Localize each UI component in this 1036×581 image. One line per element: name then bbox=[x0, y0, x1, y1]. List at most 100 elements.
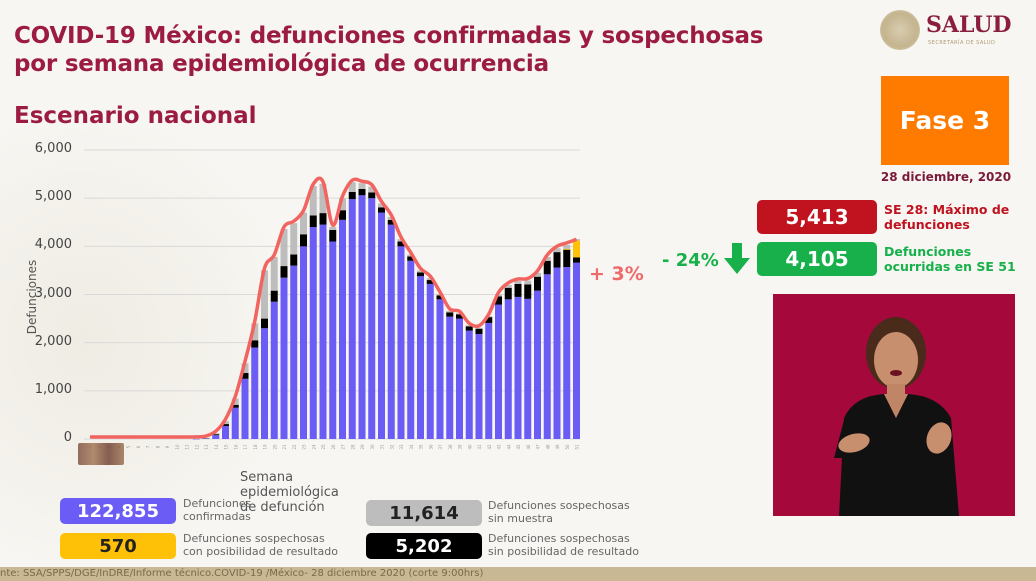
bar-segment bbox=[573, 240, 580, 258]
current-week-deaths-box: 4,105 bbox=[757, 242, 877, 276]
x-tick-label: 30 bbox=[370, 444, 375, 450]
bar-segment bbox=[290, 223, 298, 255]
bar-segment bbox=[319, 224, 327, 439]
logo-subtitle: SECRETARÍA DE SALUD bbox=[928, 40, 996, 46]
bar-segment bbox=[261, 270, 268, 319]
bar-segment bbox=[378, 203, 385, 208]
bar-segment bbox=[309, 227, 317, 439]
bar-segment bbox=[251, 323, 259, 341]
x-tick-label: 49 bbox=[555, 444, 560, 450]
x-axis-label: Semana epidemiológica de defunción bbox=[240, 470, 339, 515]
x-tick-label: 29 bbox=[360, 444, 365, 450]
x-tick-label: 17 bbox=[243, 444, 248, 450]
background-pattern bbox=[0, 120, 280, 560]
bar-segment bbox=[553, 252, 561, 268]
bar-segment bbox=[270, 256, 278, 291]
bar-segment bbox=[290, 265, 298, 439]
bar-segment bbox=[534, 272, 541, 277]
source-footer: nte: SSA/SPPS/DGE/InDRE/Informe técnico.… bbox=[0, 567, 1036, 581]
bar-segment bbox=[446, 310, 454, 313]
bar-segment bbox=[573, 262, 580, 439]
current-label-line-1: Defunciones bbox=[884, 244, 972, 259]
arrow-down-icon bbox=[724, 243, 750, 274]
percent-change-from-max: - 24% bbox=[662, 250, 719, 271]
x-tick-label: 39 bbox=[458, 444, 463, 450]
bar-segment bbox=[534, 276, 541, 291]
bar-segment bbox=[231, 407, 239, 439]
bar-segment bbox=[212, 434, 220, 436]
weekly-change-annotation: + 3% bbox=[589, 263, 644, 285]
x-tick-label: 44 bbox=[506, 444, 511, 450]
bar-segment bbox=[475, 333, 483, 439]
page-title: COVID-19 México: defunciones confirmadas… bbox=[14, 22, 763, 78]
current-label-line-2: ocurridas en SE 51 bbox=[884, 259, 1016, 274]
bar-segment bbox=[553, 248, 561, 253]
x-tick-label: 13 bbox=[204, 444, 209, 450]
x-tick-label: 15 bbox=[224, 444, 229, 450]
bar-segment bbox=[456, 313, 463, 315]
x-tick-label: 34 bbox=[409, 444, 414, 450]
x-tick-label: 19 bbox=[263, 444, 268, 450]
bar-segment bbox=[387, 224, 395, 439]
x-tick-label: 25 bbox=[321, 444, 326, 450]
x-tick-label: 7 bbox=[146, 445, 151, 448]
bar-segment bbox=[309, 215, 317, 228]
bar-segment bbox=[426, 280, 434, 284]
bar-segment bbox=[563, 244, 571, 249]
x-tick-label: 8 bbox=[155, 445, 160, 448]
y-tick-label: 6,000 bbox=[34, 141, 72, 156]
bar-segment bbox=[241, 378, 249, 439]
bar-segment bbox=[251, 340, 259, 348]
bar-segment bbox=[563, 249, 571, 268]
bar-segment bbox=[524, 284, 532, 299]
x-tick-label: 51 bbox=[575, 444, 580, 450]
bar-segment bbox=[319, 183, 327, 214]
bar-segment bbox=[300, 246, 307, 439]
phase-badge: Fase 3 bbox=[881, 76, 1009, 165]
bar-segment bbox=[514, 283, 522, 297]
y-tick-label: 2,000 bbox=[34, 333, 72, 349]
bar-segment bbox=[553, 267, 561, 439]
bar-segment bbox=[524, 280, 532, 285]
bar-segment bbox=[368, 186, 376, 193]
bar-segment bbox=[280, 277, 288, 439]
bar-segment bbox=[456, 314, 463, 319]
bar-segment bbox=[514, 281, 522, 284]
max-deaths-box: 5,413 bbox=[757, 200, 877, 234]
title-line-1: COVID-19 México: defunciones confirmadas… bbox=[14, 23, 764, 49]
bar-segment bbox=[251, 347, 259, 439]
bar-segment bbox=[368, 198, 376, 439]
bar-segment bbox=[475, 328, 483, 334]
bar-segment bbox=[358, 183, 366, 190]
bar-segment bbox=[270, 301, 278, 439]
bar-segment bbox=[280, 228, 288, 267]
x-tick-label: 31 bbox=[380, 444, 385, 450]
x-tick-label: 20 bbox=[272, 444, 277, 450]
legend-label: Defunciones sospechosas con posibilidad d… bbox=[183, 532, 338, 558]
bar-segment bbox=[319, 213, 327, 225]
bar-segment bbox=[573, 257, 580, 263]
x-tick-label: 11 bbox=[185, 444, 190, 450]
bar-segment bbox=[339, 219, 346, 439]
bar-segment bbox=[504, 299, 512, 439]
y-tick-label: 4,000 bbox=[34, 237, 72, 253]
title-line-2: por semana epidemiológica de ocurrencia bbox=[14, 51, 549, 77]
bar-segment bbox=[339, 198, 346, 211]
legend-value-box: 122,855 bbox=[60, 498, 176, 524]
total-deaths-line bbox=[90, 176, 578, 439]
legend-label: Defunciones sospechosas sin muestra bbox=[488, 499, 630, 525]
bar-segment bbox=[339, 210, 346, 220]
x-tick-label: 6 bbox=[136, 445, 141, 448]
bar-segment bbox=[202, 438, 210, 439]
x-tick-label: 24 bbox=[311, 444, 316, 450]
legend-label: Defunciones sospechosas sin posibilidad d… bbox=[488, 532, 639, 558]
x-tick-label: 18 bbox=[253, 444, 258, 450]
bar-segment bbox=[436, 295, 444, 300]
x-tick-label: 33 bbox=[399, 444, 404, 450]
bar-segment bbox=[329, 241, 337, 439]
bar-segment bbox=[504, 284, 512, 288]
y-tick-label: 5,000 bbox=[34, 189, 72, 205]
bar-segment bbox=[563, 248, 571, 250]
legend-value-box: 5,202 bbox=[366, 533, 482, 559]
